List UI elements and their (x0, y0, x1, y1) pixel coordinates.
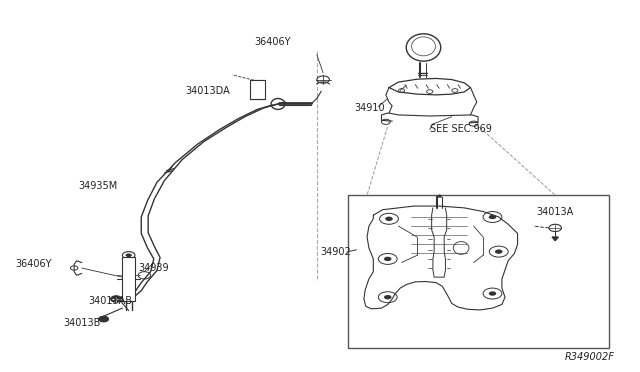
Bar (348, 195, 609, 348)
Circle shape (489, 215, 496, 219)
Text: 34013AB: 34013AB (88, 296, 132, 306)
Circle shape (384, 257, 392, 261)
Text: 34910: 34910 (355, 103, 385, 113)
Circle shape (489, 291, 496, 296)
Polygon shape (436, 195, 442, 197)
Text: 36406Y: 36406Y (254, 37, 291, 47)
Circle shape (384, 295, 392, 299)
Bar (122, 257, 135, 301)
Circle shape (125, 253, 132, 257)
Circle shape (99, 316, 109, 322)
Circle shape (495, 250, 502, 254)
Text: 34013B: 34013B (63, 318, 100, 328)
Circle shape (385, 217, 393, 221)
Text: 34902: 34902 (320, 247, 351, 257)
Circle shape (111, 296, 122, 302)
Text: R349002F: R349002F (565, 352, 615, 362)
Text: 34935M: 34935M (79, 181, 118, 191)
Polygon shape (552, 237, 558, 241)
Bar (250, 80, 265, 99)
Text: 34013DA: 34013DA (185, 86, 230, 96)
Text: SEE SEC.969: SEE SEC.969 (430, 125, 492, 135)
Text: 34013A: 34013A (536, 206, 573, 217)
Text: 36406Y: 36406Y (16, 259, 52, 269)
Text: 34939: 34939 (138, 263, 169, 273)
